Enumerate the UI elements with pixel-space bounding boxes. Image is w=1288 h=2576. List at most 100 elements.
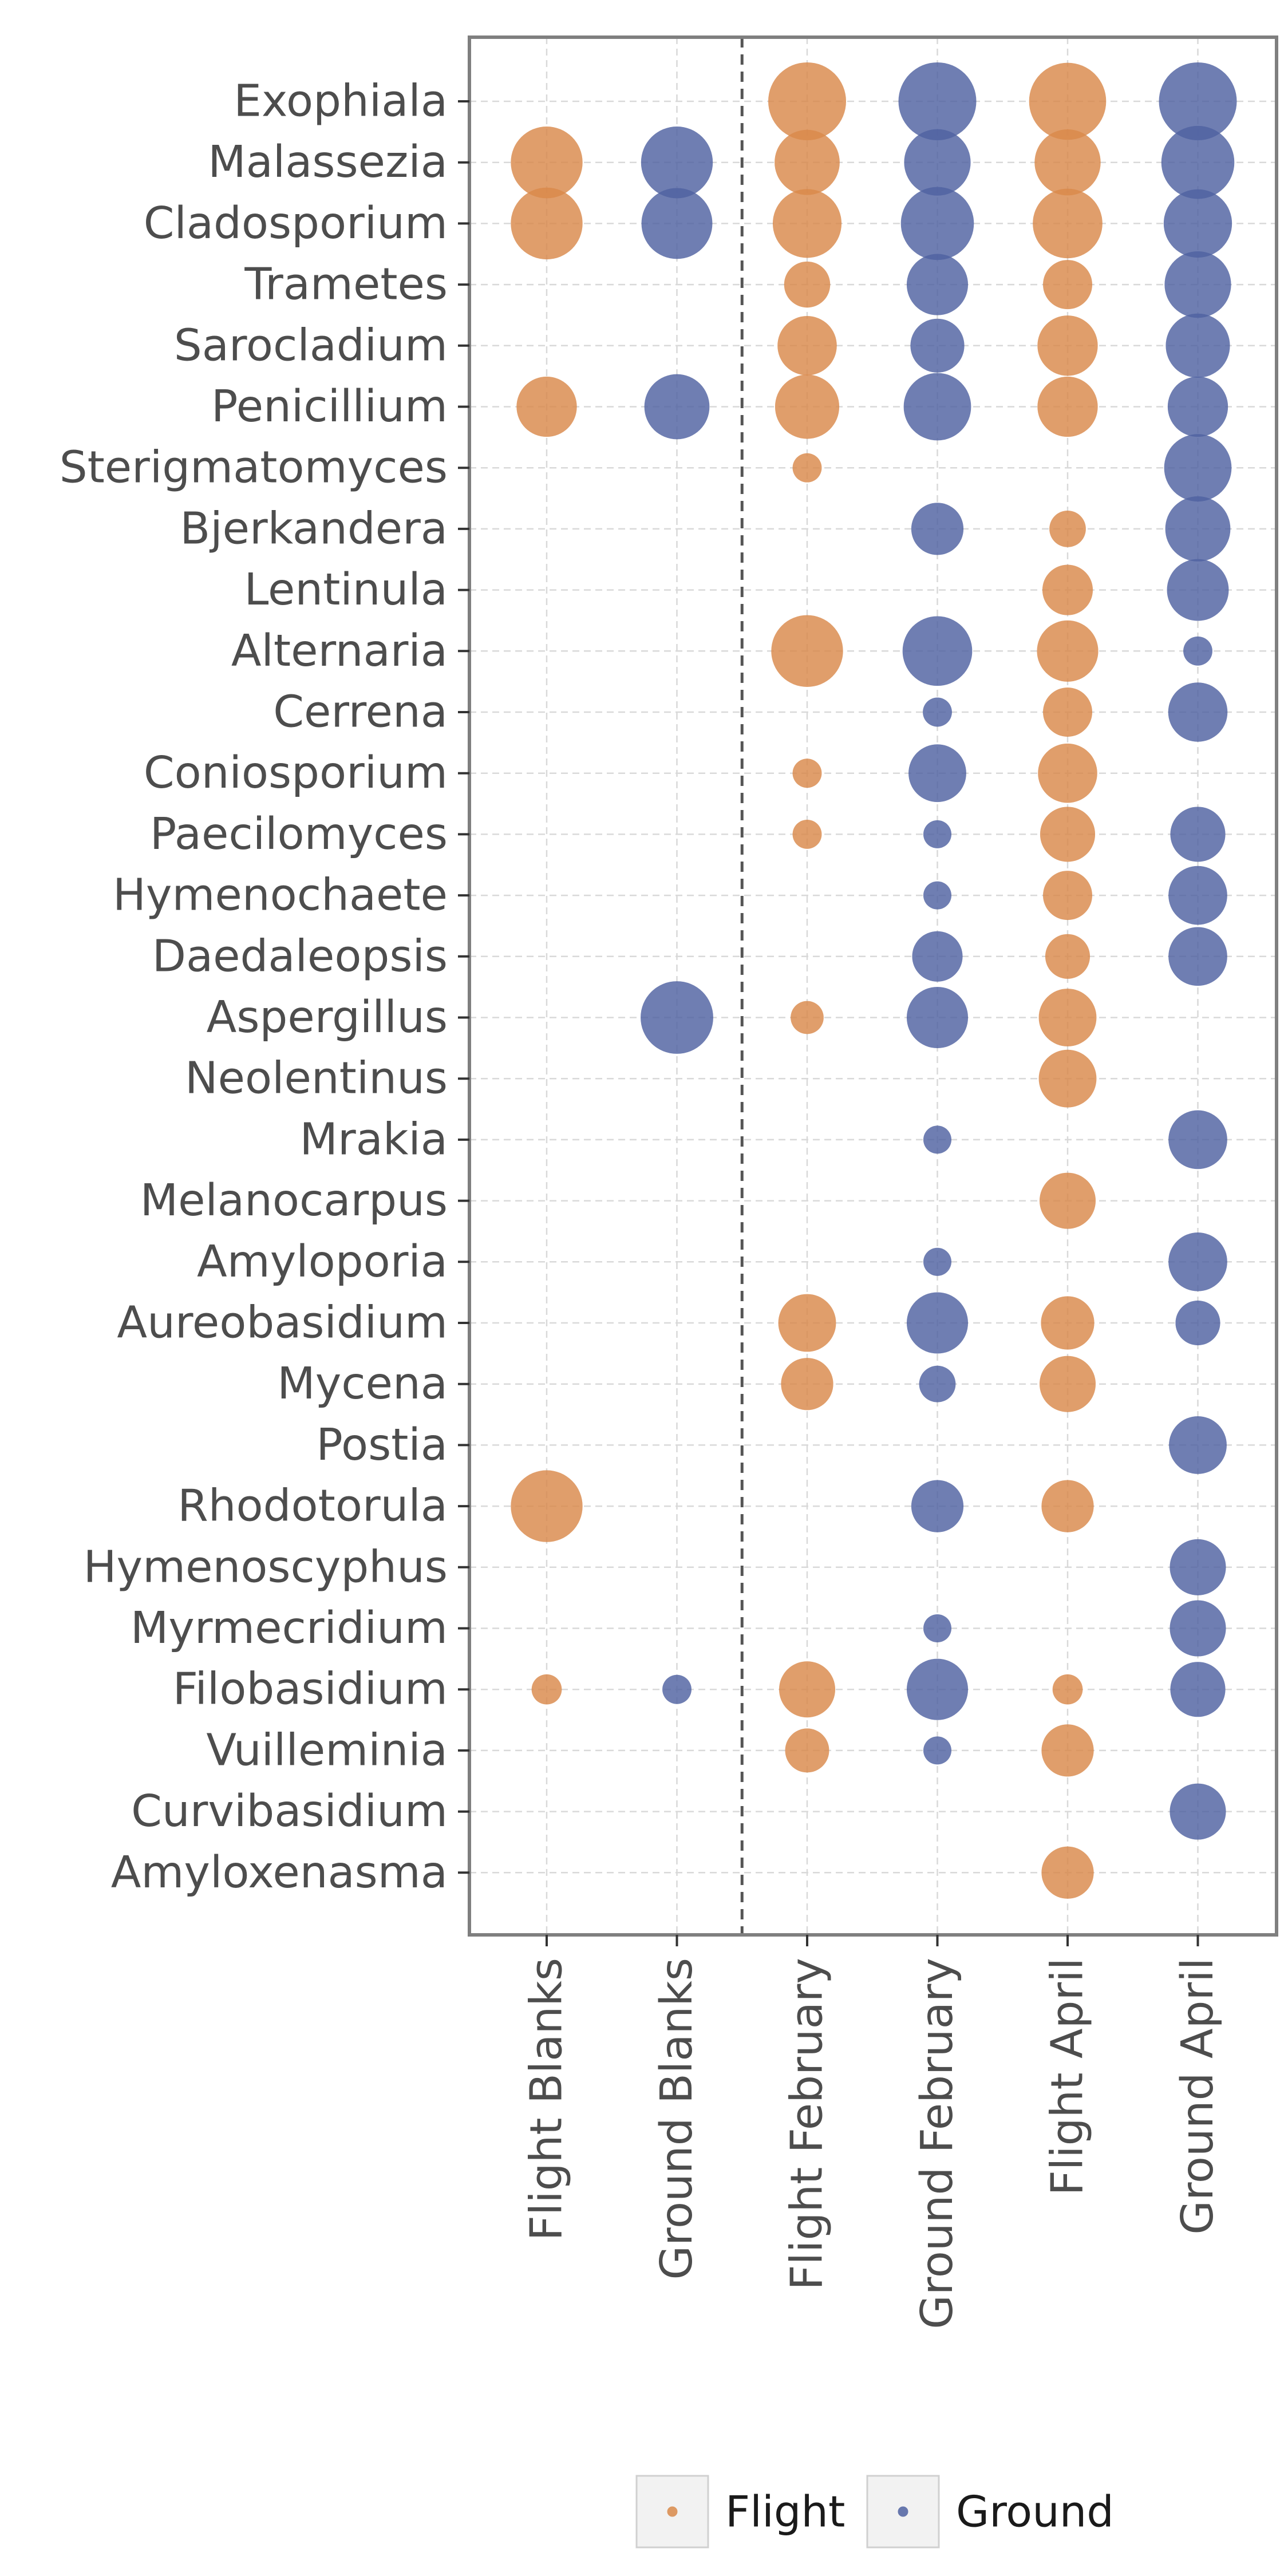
- legend-label-flight: Flight: [725, 2487, 845, 2537]
- bubble-ground-ground-blanks-penicillium: [644, 374, 710, 440]
- y-tick-label-melanocarpus: Melanocarpus: [140, 1175, 448, 1226]
- bubble-ground-ground-february-sarocladium: [910, 318, 965, 373]
- y-tick-label-curvibasidium: Curvibasidium: [131, 1786, 448, 1837]
- bubble-flight-flight-february-alternaria: [771, 615, 843, 687]
- y-tick-label-penicillium: Penicillium: [211, 381, 448, 432]
- bubble-ground-ground-february-myrmecridium: [923, 1614, 952, 1643]
- bubble-ground-ground-february-mycena: [919, 1365, 956, 1402]
- y-tick-label-alternaria: Alternaria: [231, 626, 448, 677]
- bubble-flight-flight-blanks-rhodotorula: [511, 1470, 583, 1542]
- legend-label-ground: Ground: [956, 2487, 1114, 2537]
- bubble-ground-ground-february-cladosporium: [900, 187, 974, 260]
- grid-lines: [469, 37, 1277, 1935]
- bubbles: [511, 62, 1237, 1899]
- bubble-ground-ground-february-penicillium: [903, 373, 971, 441]
- bubble-flight-flight-february-cladosporium: [772, 189, 842, 258]
- bubble-ground-ground-april-filobasidium: [1170, 1662, 1226, 1717]
- bubble-flight-flight-february-filobasidium: [779, 1661, 836, 1718]
- bubble-ground-ground-february-coniosporium: [908, 744, 966, 803]
- bubble-flight-flight-april-mycena: [1039, 1356, 1096, 1412]
- bubble-ground-ground-april-sterigmatomyces: [1164, 434, 1232, 502]
- x-tick-label-ground-april: Ground April: [1172, 1958, 1223, 2235]
- bubble-ground-ground-april-aureobasidium: [1175, 1300, 1220, 1346]
- bubble-ground-ground-april-cerrena: [1168, 682, 1228, 742]
- bubble-ground-ground-april-lentinula: [1167, 559, 1229, 621]
- bubble-ground-ground-april-exophiala: [1159, 62, 1237, 140]
- y-tick-label-aspergillus: Aspergillus: [207, 992, 448, 1043]
- bubble-flight-flight-april-melanocarpus: [1039, 1172, 1096, 1229]
- x-tick-label-ground-february: Ground February: [912, 1958, 963, 2329]
- bubble-ground-ground-april-myrmecridium: [1170, 1600, 1226, 1657]
- bubble-flight-flight-february-paecilomyces: [792, 819, 822, 849]
- y-tick-label-postia: Postia: [316, 1420, 448, 1471]
- bubble-flight-flight-february-sarocladium: [777, 316, 837, 376]
- y-tick-label-hymenochaete: Hymenochaete: [113, 870, 448, 921]
- bubble-flight-flight-blanks-filobasidium: [531, 1674, 562, 1705]
- y-tick-label-trametes: Trametes: [244, 259, 448, 310]
- y-tick-label-amyloporia: Amyloporia: [197, 1236, 448, 1287]
- y-tick-label-exophiala: Exophiala: [234, 76, 448, 127]
- y-tick-label-coniosporium: Coniosporium: [144, 748, 448, 799]
- y-tick-label-paecilomyces: Paecilomyces: [150, 809, 448, 860]
- bubble-ground-ground-blanks-malassezia: [641, 127, 713, 199]
- y-tick-label-daedaleopsis: Daedaleopsis: [152, 931, 448, 982]
- bubble-ground-ground-april-postia: [1169, 1416, 1227, 1474]
- bubble-flight-flight-april-penicillium: [1037, 376, 1098, 437]
- bubble-ground-ground-february-aspergillus: [906, 986, 969, 1049]
- legend-swatch-flight: [667, 2506, 678, 2517]
- bubble-flight-flight-april-malassezia: [1034, 129, 1101, 196]
- y-tick-label-lentinula: Lentinula: [244, 564, 448, 615]
- bubble-flight-flight-april-lentinula: [1042, 564, 1093, 615]
- y-tick-label-malassezia: Malassezia: [208, 137, 448, 188]
- bubble-ground-ground-april-daedaleopsis: [1168, 927, 1227, 986]
- y-tick-label-bjerkandera: Bjerkandera: [180, 503, 448, 554]
- bubble-flight-flight-april-vuilleminia: [1041, 1724, 1094, 1777]
- bubble-flight-flight-april-trametes: [1042, 260, 1093, 310]
- bubble-flight-flight-february-trametes: [784, 261, 831, 308]
- y-tick-label-sterigmatomyces: Sterigmatomyces: [60, 442, 448, 493]
- bubble-flight-flight-february-vuilleminia: [785, 1728, 829, 1773]
- bubble-ground-ground-april-malassezia: [1161, 125, 1235, 199]
- bubble-ground-ground-february-alternaria: [902, 616, 973, 686]
- y-tick-label-myrmecridium: Myrmecridium: [131, 1603, 448, 1654]
- legend-swatch-ground: [898, 2506, 908, 2517]
- bubble-flight-flight-april-aureobasidium: [1041, 1296, 1095, 1350]
- bubble-flight-flight-blanks-penicillium: [516, 376, 577, 437]
- bubble-ground-ground-april-cladosporium: [1163, 189, 1232, 258]
- bubble-flight-flight-april-sarocladium: [1037, 315, 1098, 376]
- bubble-ground-ground-february-rhodotorula: [911, 1480, 964, 1532]
- bubble-ground-ground-april-amyloporia: [1168, 1232, 1227, 1291]
- x-tick-label-flight-february: Flight February: [782, 1958, 833, 2290]
- bubble-flight-flight-april-coniosporium: [1038, 743, 1097, 803]
- bubble-ground-ground-february-filobasidium: [906, 1658, 969, 1720]
- bubble-ground-ground-february-bjerkandera: [911, 503, 964, 555]
- x-axis-ticks: Flight Blanks Ground Blanks Flight Februar…: [521, 1935, 1223, 2329]
- x-tick-label-ground-blanks: Ground Blanks: [651, 1958, 702, 2280]
- bubble-flight-flight-february-aspergillus: [791, 1001, 824, 1034]
- bubble-flight-flight-april-filobasidium: [1052, 1674, 1083, 1705]
- y-tick-label-neolentinus: Neolentinus: [185, 1053, 448, 1104]
- bubble-flight-flight-april-hymenochaete: [1042, 871, 1093, 920]
- x-tick-label-flight-april: Flight April: [1042, 1958, 1093, 2195]
- plot-panel-border: [468, 35, 1278, 1937]
- bubble-ground-ground-april-bjerkandera: [1165, 496, 1231, 562]
- bubble-flight-flight-february-coniosporium: [792, 758, 822, 788]
- bubble-flight-flight-april-cladosporium: [1033, 188, 1103, 259]
- bubble-flight-flight-april-cerrena: [1042, 687, 1093, 737]
- bubble-ground-ground-february-vuilleminia: [923, 1736, 952, 1765]
- bubble-ground-ground-april-penicillium: [1167, 376, 1228, 437]
- bubble-ground-ground-blanks-filobasidium: [662, 1674, 692, 1704]
- bubble-ground-ground-blanks-cladosporium: [641, 188, 713, 259]
- bubble-ground-ground-february-paecilomyces: [923, 820, 952, 848]
- bubble-ground-ground-april-alternaria: [1183, 636, 1212, 666]
- y-tick-label-mycena: Mycena: [277, 1358, 448, 1409]
- bubble-flight-flight-february-sterigmatomyces: [792, 453, 822, 483]
- x-tick-label-flight-blanks: Flight Blanks: [521, 1958, 572, 2241]
- bubble-flight-flight-april-rhodotorula: [1041, 1480, 1094, 1532]
- bubble-ground-ground-february-malassezia: [904, 129, 971, 196]
- y-tick-label-filobasidium: Filobasidium: [173, 1664, 448, 1715]
- bubble-ground-ground-february-cerrena: [923, 697, 952, 727]
- y-tick-label-rhodotorula: Rhodotorula: [177, 1481, 448, 1532]
- y-tick-label-aureobasidium: Aureobasidium: [117, 1298, 448, 1349]
